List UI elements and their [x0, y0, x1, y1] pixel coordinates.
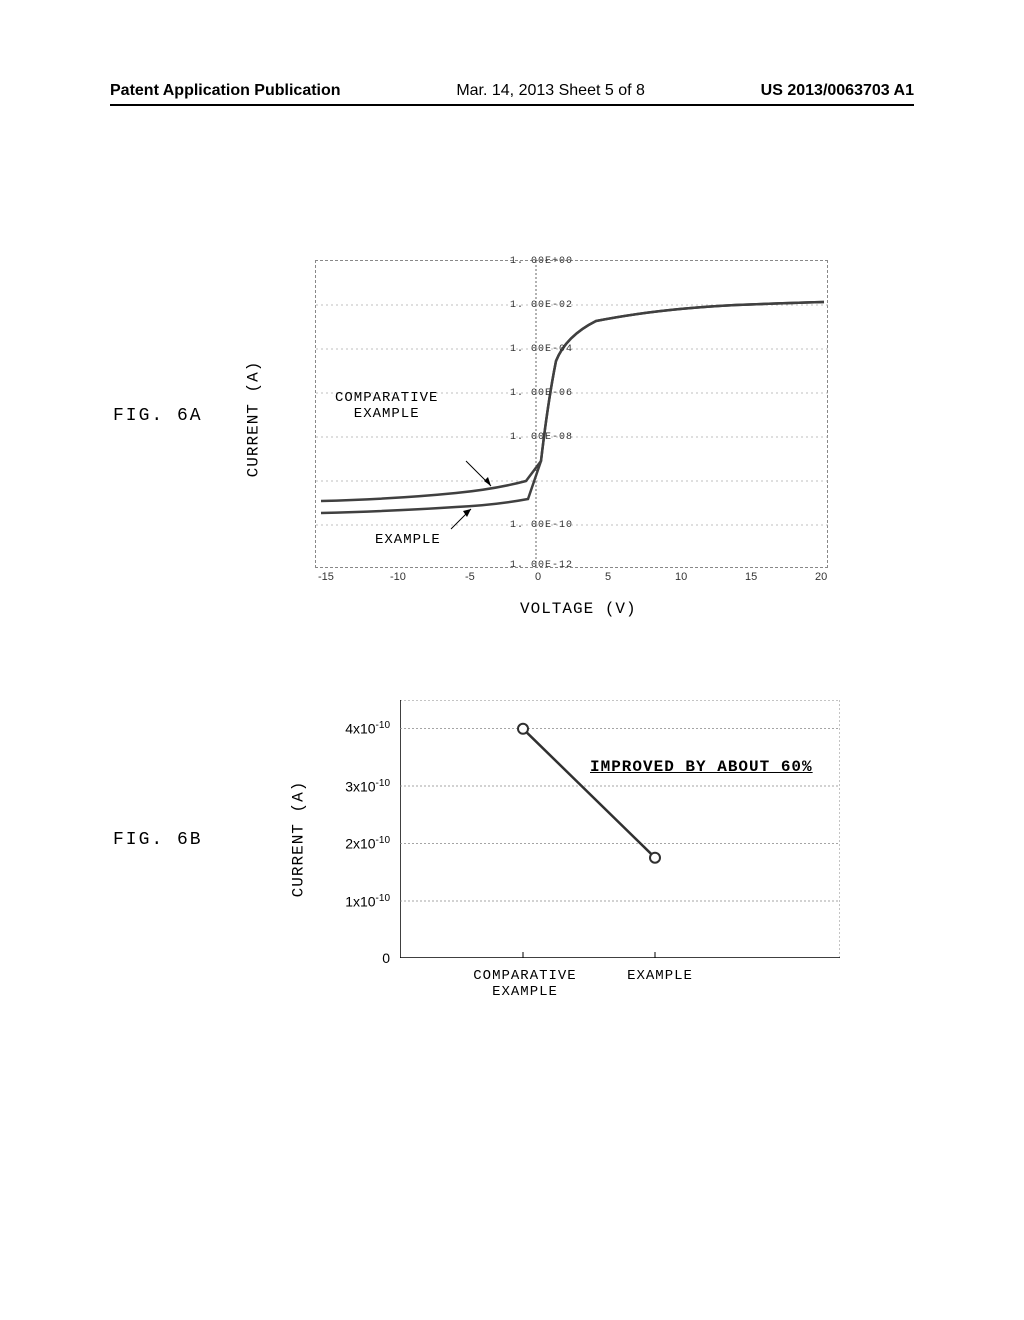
fig-6a-ylabel: CURRENT (A) [244, 361, 262, 478]
6a-xtick-4: 5 [605, 571, 611, 583]
6b-annotation-improved: IMPROVED BY ABOUT 60% [590, 758, 813, 776]
header-right: US 2013/0063703 A1 [761, 82, 914, 100]
page-header: Patent Application Publication Mar. 14, … [110, 82, 914, 106]
6a-xtick-2: -5 [465, 571, 475, 583]
6b-ytick-1: 3x10-10 [330, 778, 390, 795]
6b-ytick-2: 2x10-10 [330, 835, 390, 852]
6a-ytick-5: 1. 00E-10 [510, 520, 573, 531]
6b-xtick-0-line1: COMPARATIVE [455, 968, 595, 984]
fig-6a-xlabel: VOLTAGE (V) [520, 600, 637, 618]
6a-xtick-1: -10 [390, 571, 406, 583]
6a-xtick-7: 20 [815, 571, 827, 583]
fig-6b-ylabel: CURRENT (A) [289, 781, 307, 898]
6b-xtick-0: COMPARATIVE EXAMPLE [455, 968, 595, 1000]
6b-xtick-1-line1: EXAMPLE [615, 968, 705, 984]
header-center: Mar. 14, 2013 Sheet 5 of 8 [456, 82, 645, 100]
fig-6a-label: FIG. 6A [113, 406, 203, 426]
fig-6b-chart [400, 700, 840, 958]
header-left: Patent Application Publication [110, 82, 341, 100]
6b-ytick-4: 0 [370, 950, 390, 966]
6b-xtick-1: EXAMPLE [615, 968, 705, 984]
6a-ytick-0: 1. 00E+00 [510, 256, 573, 267]
6a-ytick-4: 1. 00E-08 [510, 432, 573, 443]
fig-6b-svg [400, 700, 840, 958]
6a-xtick-5: 10 [675, 571, 687, 583]
6a-xtick-3: 0 [535, 571, 541, 583]
6a-ytick-2: 1. 00E-04 [510, 344, 573, 355]
6a-ytick-6: 1. 00E-12 [510, 560, 573, 571]
6b-ytick-3: 1x10-10 [330, 893, 390, 910]
6a-ytick-3: 1. 00E-06 [510, 388, 573, 399]
6a-ytick-1: 1. 00E-02 [510, 300, 573, 311]
6a-annotation-comparative-line1: COMPARATIVE [335, 390, 438, 406]
6a-annotation-example: EXAMPLE [375, 532, 441, 548]
6a-xtick-0: -15 [318, 571, 334, 583]
6a-annotation-comparative-line2: EXAMPLE [335, 406, 438, 422]
6a-xtick-6: 15 [745, 571, 757, 583]
6b-xtick-0-line2: EXAMPLE [455, 984, 595, 1000]
fig-6b-label: FIG. 6B [113, 830, 203, 850]
6a-annotation-comparative: COMPARATIVE EXAMPLE [335, 390, 438, 422]
6b-ytick-0: 4x10-10 [330, 720, 390, 737]
